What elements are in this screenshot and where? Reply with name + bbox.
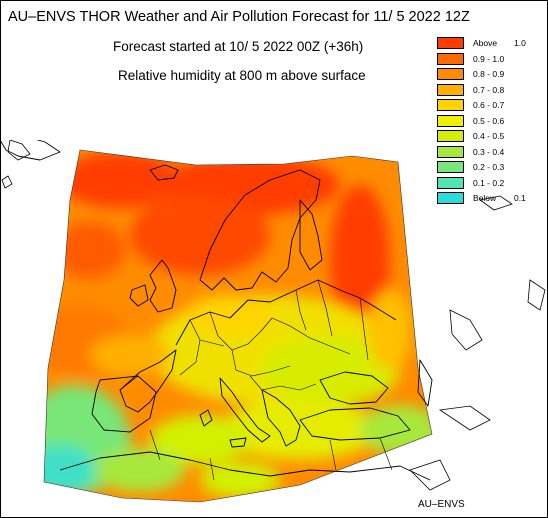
coastlines — [0, 140, 433, 481]
legend-label: 0.8 - 0.9 — [473, 69, 505, 79]
legend-swatch — [437, 52, 464, 65]
humidity-map — [0, 140, 548, 518]
legend-label: 0.1 - 0.2 — [473, 177, 505, 188]
country-borders — [119, 279, 393, 481]
footer-credit: AU–ENVS — [418, 499, 465, 510]
legend-swatch — [437, 161, 464, 173]
forecast-start-text: Forecast started at 10/ 5 2022 00Z (+36h… — [113, 39, 364, 54]
legend-label: 0.5 - 0.6 — [473, 115, 505, 126]
legend-value: 1.0 — [514, 38, 526, 48]
outer-islands — [1, 140, 546, 491]
legend-swatch — [437, 192, 464, 204]
legend-label: 0.9 - 1.0 — [473, 53, 505, 64]
legend-label: Below — [473, 193, 497, 203]
legend-label: 0.2 - 0.3 — [473, 162, 505, 172]
legend-swatch — [437, 130, 464, 142]
domain-outline — [43, 149, 433, 503]
legend-swatch — [437, 176, 464, 189]
map-title: AU–ENVS THOR Weather and Air Pollution F… — [8, 9, 470, 25]
legend-swatch — [437, 37, 464, 49]
legend-swatch — [437, 99, 464, 111]
legend-value: 0.1 — [514, 193, 526, 203]
humidity-field — [44, 150, 432, 502]
legend-label: 0.4 - 0.5 — [473, 131, 505, 141]
variable-text: Relative humidity at 800 m above surface — [118, 68, 366, 83]
legend-label: 0.3 - 0.4 — [473, 146, 505, 157]
legend-swatch — [437, 114, 464, 127]
legend-label: 0.7 - 0.8 — [473, 84, 505, 95]
humidity-map-svg — [0, 140, 546, 503]
legend-swatch — [437, 145, 464, 158]
legend-label: 0.6 - 0.7 — [473, 100, 505, 110]
legend-swatch — [437, 83, 464, 96]
legend-label: Above — [473, 38, 498, 48]
legend-swatch — [437, 68, 464, 80]
